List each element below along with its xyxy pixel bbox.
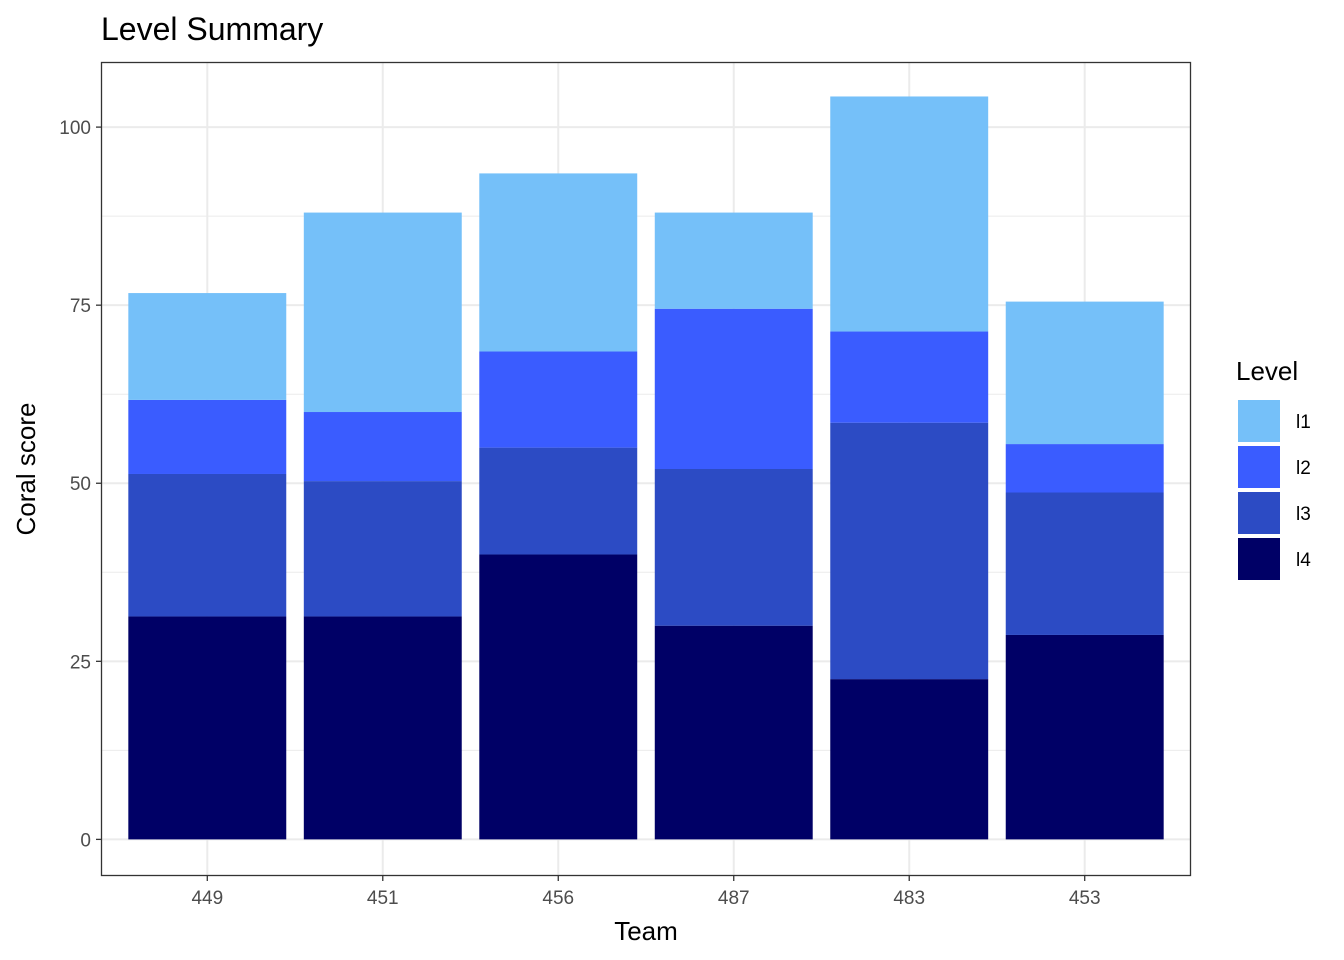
bar-l1-456 bbox=[479, 173, 638, 352]
bar-l3-483 bbox=[830, 422, 989, 680]
y-tick-label: 50 bbox=[70, 474, 91, 495]
legend: Level l1 l2 l3 l4 bbox=[1236, 356, 1311, 580]
bar-l3-451 bbox=[303, 481, 462, 617]
bar-l1-487 bbox=[654, 212, 813, 309]
legend-label-l4: l4 bbox=[1296, 550, 1311, 571]
bar-l1-483 bbox=[830, 96, 989, 332]
bar-l3-487 bbox=[654, 469, 813, 626]
x-tick-label: 449 bbox=[191, 888, 223, 909]
legend-swatch-l4 bbox=[1238, 538, 1280, 580]
y-tick-label: 75 bbox=[70, 296, 91, 317]
legend-title: Level bbox=[1236, 356, 1298, 386]
axes: 0 25 50 75 100 449 451 456 487 483 453 bbox=[59, 118, 1100, 909]
bars bbox=[128, 96, 1164, 840]
bar-l2-451 bbox=[303, 412, 462, 482]
legend-label-l3: l3 bbox=[1296, 504, 1311, 525]
bar-l2-453 bbox=[1005, 444, 1164, 493]
bar-l4-453 bbox=[1005, 634, 1164, 840]
x-axis-title: Team bbox=[614, 916, 678, 946]
legend-swatch-l1 bbox=[1238, 400, 1280, 442]
bar-l3-456 bbox=[479, 447, 638, 555]
bar-l4-487 bbox=[654, 625, 813, 840]
x-tick-label: 487 bbox=[718, 888, 750, 909]
bar-l4-456 bbox=[479, 554, 638, 840]
bar-l4-449 bbox=[128, 616, 287, 840]
bar-l1-451 bbox=[303, 212, 462, 413]
x-tick-label: 451 bbox=[367, 888, 399, 909]
chart-title: Level Summary bbox=[101, 11, 323, 47]
y-tick-label: 100 bbox=[59, 118, 91, 139]
legend-label-l2: l2 bbox=[1296, 458, 1311, 479]
y-tick-label: 0 bbox=[80, 830, 91, 851]
legend-label-l1: l1 bbox=[1296, 412, 1311, 433]
bar-l2-487 bbox=[654, 308, 813, 469]
x-tick-label: 483 bbox=[893, 888, 925, 909]
bar-l2-449 bbox=[128, 399, 287, 474]
bar-l1-449 bbox=[128, 293, 287, 400]
x-tick-label: 453 bbox=[1069, 888, 1101, 909]
y-axis-title: Coral score bbox=[11, 403, 41, 536]
bar-l4-451 bbox=[303, 616, 462, 840]
legend-swatch-l2 bbox=[1238, 446, 1280, 488]
legend-swatch-l3 bbox=[1238, 492, 1280, 534]
bar-l2-483 bbox=[830, 331, 989, 423]
bar-l1-453 bbox=[1005, 301, 1164, 445]
x-tick-label: 456 bbox=[542, 888, 574, 909]
bar-l3-453 bbox=[1005, 492, 1164, 635]
bar-l3-449 bbox=[128, 473, 287, 617]
bar-l4-483 bbox=[830, 679, 989, 840]
plot-panel-border bbox=[100, 61, 1192, 877]
bar-l2-456 bbox=[479, 351, 638, 448]
y-tick-label: 25 bbox=[70, 652, 91, 673]
